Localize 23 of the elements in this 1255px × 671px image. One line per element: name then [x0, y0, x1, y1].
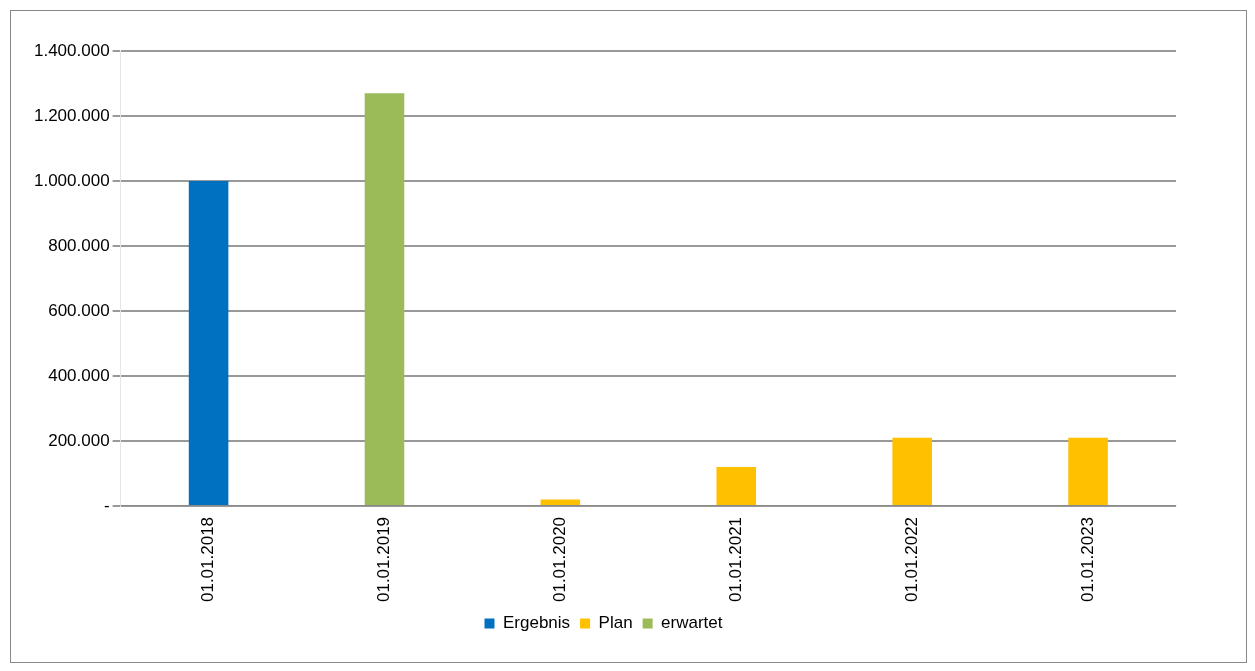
y-tick-label: 600.000: [48, 300, 110, 320]
x-tick-label: 01.01.2019: [374, 516, 394, 603]
y-tick-label: 1.400.000: [33, 40, 110, 60]
bar: [1068, 437, 1108, 505]
y-tick-label: 800.000: [48, 235, 110, 255]
bar: [892, 437, 932, 505]
x-tick-label: 01.01.2021: [725, 516, 745, 603]
x-tick-label: 01.01.2018: [198, 516, 218, 603]
x-tick-label: 01.01.2022: [901, 516, 921, 603]
y-tick-label: 1.000.000: [33, 170, 110, 190]
legend-label: erwartet: [661, 613, 723, 633]
bar: [364, 93, 405, 505]
bar: [716, 466, 757, 505]
bar: [540, 499, 581, 505]
legend-label: Ergebnis: [502, 613, 571, 633]
legend-label: Plan: [598, 613, 633, 633]
bar: [188, 180, 229, 505]
y-tick-label: 400.000: [48, 365, 110, 385]
y-tick-label: 1.200.000: [33, 105, 110, 125]
x-tick-label: 01.01.2020: [550, 516, 570, 603]
y-tick-label: 200.000: [48, 430, 110, 450]
y-tick-label: -: [103, 495, 110, 515]
x-tick-label: 01.01.2023: [1077, 516, 1097, 603]
